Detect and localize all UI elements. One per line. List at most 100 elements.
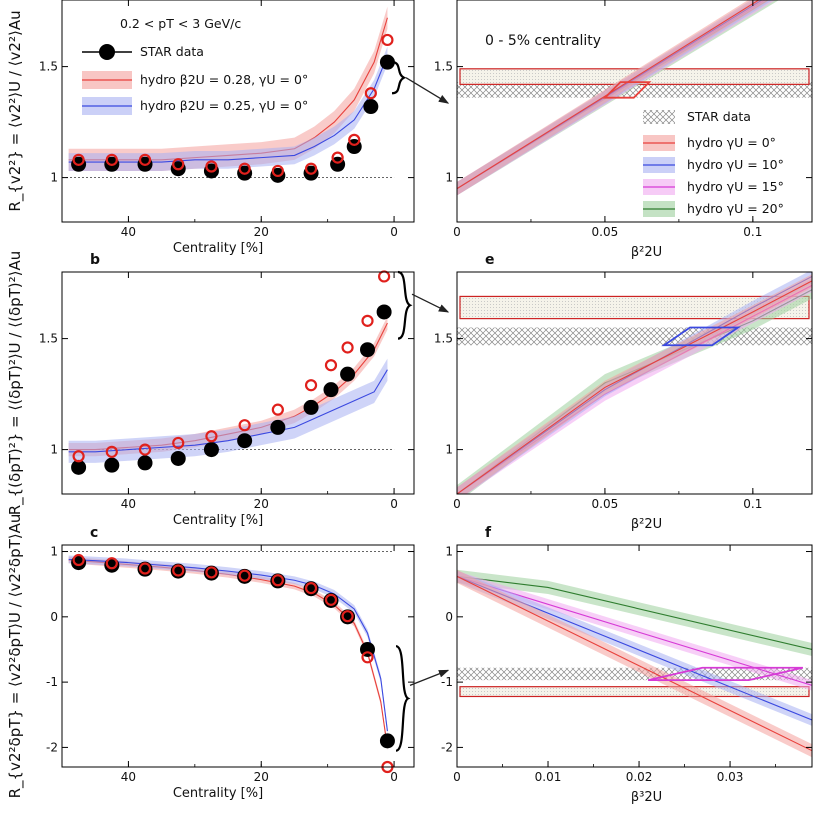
open-marker-a-5 bbox=[238, 162, 251, 175]
plot-frame-b bbox=[61, 271, 415, 495]
open-marker-a-2 bbox=[138, 153, 152, 166]
x-axis-label-b: Centrality [%] bbox=[173, 513, 263, 528]
panel-letter-e: e bbox=[485, 252, 495, 268]
open-marker-c-6 bbox=[271, 574, 284, 587]
open-marker-a-4 bbox=[205, 160, 218, 173]
open-marker-a-11 bbox=[381, 33, 394, 47]
y-tick-label-e-1: 1.5 bbox=[434, 332, 453, 346]
x-tick-label-d-2: 0.1 bbox=[743, 225, 762, 239]
band-b-blue bbox=[68, 358, 388, 463]
star-data-point-b-1 bbox=[104, 457, 120, 473]
x-tick-label-c-0: 40 bbox=[121, 770, 136, 784]
legend-label-d-4: hydro γU = 20° bbox=[687, 201, 784, 216]
x-axis-label-d: β²2U bbox=[631, 245, 662, 260]
series-line-f-red bbox=[457, 575, 812, 752]
panel-e: 0 0.05 0.1 1 1.5 β²2U e bbox=[434, 252, 813, 532]
open-marker-a-8 bbox=[331, 151, 344, 164]
arrow-c-to-f bbox=[409, 669, 450, 686]
star-data-point-a-11 bbox=[379, 54, 395, 70]
open-marker-a-6 bbox=[271, 164, 284, 178]
star-data-point-a-10 bbox=[363, 99, 379, 115]
series-line-c-blue bbox=[68, 558, 388, 732]
star-data-point-b-2 bbox=[137, 455, 153, 471]
star-data-point-b-10 bbox=[360, 342, 376, 358]
x-tick-label-d-0: 0 bbox=[453, 225, 461, 239]
brace-b bbox=[397, 270, 413, 340]
star-data-point-c-0 bbox=[71, 555, 87, 571]
open-marker-b-8 bbox=[324, 359, 338, 372]
panel-letter-b: b bbox=[90, 252, 100, 268]
panel-letter-f: f bbox=[485, 525, 492, 541]
open-marker-a-3 bbox=[172, 158, 185, 171]
markers-c bbox=[71, 553, 395, 774]
panel-c: 40 20 0 -2 -1 0 1 Centrality [%] c R_{v2²δpT} = ⟨… bbox=[6, 514, 415, 801]
open-marker-c-10 bbox=[361, 651, 374, 664]
pt-range-annotation: 0.2 < pT < 3 GeV/c bbox=[120, 16, 241, 31]
y-tick-label-c-0: -2 bbox=[46, 740, 58, 754]
y-tick-label-f-0: -2 bbox=[441, 740, 453, 754]
open-marker-c-8 bbox=[324, 593, 338, 606]
open-marker-c-7 bbox=[304, 581, 318, 595]
plot-area-c bbox=[62, 551, 395, 751]
x-tick-label-f-1: 0.01 bbox=[535, 770, 562, 784]
x-tick-label-b-2: 0 bbox=[390, 497, 398, 511]
open-marker-b-0 bbox=[72, 450, 85, 463]
band-c-red bbox=[68, 556, 388, 751]
overlap-region-f bbox=[647, 666, 804, 682]
open-data-band-e bbox=[459, 295, 810, 320]
panel-letter-c: c bbox=[90, 525, 98, 541]
x-tick-label-b-1: 20 bbox=[254, 497, 269, 511]
plot-frame-a bbox=[61, 0, 415, 223]
open-marker-c-3 bbox=[172, 564, 185, 577]
x-tick-label-f-2: 0.02 bbox=[626, 770, 653, 784]
x-tick-label-f-0: 0 bbox=[453, 770, 461, 784]
series-line-e-red bbox=[457, 280, 812, 494]
star-data-point-b-11 bbox=[376, 304, 392, 320]
open-marker-c-9 bbox=[341, 610, 354, 623]
y-tick-label-d-0: 1 bbox=[445, 171, 453, 185]
legend-label-a-2: hydro β2U = 0.25, γU = 0° bbox=[140, 98, 308, 113]
plot-frame-d bbox=[456, 0, 813, 223]
plot-frame-c bbox=[61, 544, 415, 768]
open-marker-a-10 bbox=[364, 87, 377, 100]
y-tick-label-a-0: 1 bbox=[50, 171, 58, 185]
legend-swatch-star-band bbox=[643, 110, 675, 124]
x-tick-label-e-2: 0.1 bbox=[743, 497, 762, 511]
star-data-point-b-4 bbox=[203, 442, 219, 458]
open-marker-b-1 bbox=[105, 445, 118, 458]
star-data-point-c-11 bbox=[379, 733, 395, 749]
series-line-f-green bbox=[457, 575, 812, 651]
panel-d: 0 0.05 0.1 1 1.5 β²2U bbox=[434, 0, 813, 260]
plot-area-e bbox=[457, 272, 812, 494]
plot-area-a bbox=[62, 6, 395, 179]
panel-f: 0 0.01 0.02 0.03 -2 -1 0 1 β³2U f bbox=[441, 525, 813, 805]
overlap-region-e bbox=[661, 326, 741, 347]
x-tick-label-e-1: 0.05 bbox=[592, 497, 619, 511]
brace-a bbox=[391, 61, 407, 95]
x-tick-label-c-1: 20 bbox=[254, 770, 269, 784]
plot-frame-f bbox=[456, 544, 813, 768]
x-tick-label-a-0: 40 bbox=[121, 225, 136, 239]
open-marker-b-4 bbox=[205, 430, 218, 443]
brace-c bbox=[395, 645, 411, 752]
x-tick-label-b-0: 40 bbox=[121, 497, 136, 511]
open-marker-b-6 bbox=[271, 403, 284, 416]
y-axis-label-c: R_{v2²δpT} = ⟨v2²δpT⟩U / ⟨v2²δpT⟩Au bbox=[6, 514, 25, 799]
open-marker-c-0 bbox=[72, 553, 85, 567]
markers-a bbox=[71, 33, 395, 183]
open-marker-a-1 bbox=[105, 153, 118, 166]
markers-b bbox=[71, 270, 392, 475]
y-tick-label-f-2: 0 bbox=[445, 610, 453, 624]
x-tick-label-e-0: 0 bbox=[453, 497, 461, 511]
x-axis-label-e: β²2U bbox=[631, 517, 662, 532]
legend-d: STAR data hydro γU = 0° hydro γU = 10° hydr… bbox=[643, 109, 784, 217]
y-tick-label-f-1: -1 bbox=[441, 675, 453, 689]
star-data-point-b-3 bbox=[170, 450, 186, 466]
legend-a: 0.2 < pT < 3 GeV/c STAR data hydro β2U = 0… bbox=[82, 16, 308, 115]
star-data-point-b-0 bbox=[71, 459, 87, 475]
y-tick-label-c-3: 1 bbox=[50, 545, 58, 559]
open-marker-b-5 bbox=[238, 419, 251, 432]
open-data-band-f bbox=[459, 686, 810, 698]
star-data-band-d bbox=[457, 82, 812, 98]
